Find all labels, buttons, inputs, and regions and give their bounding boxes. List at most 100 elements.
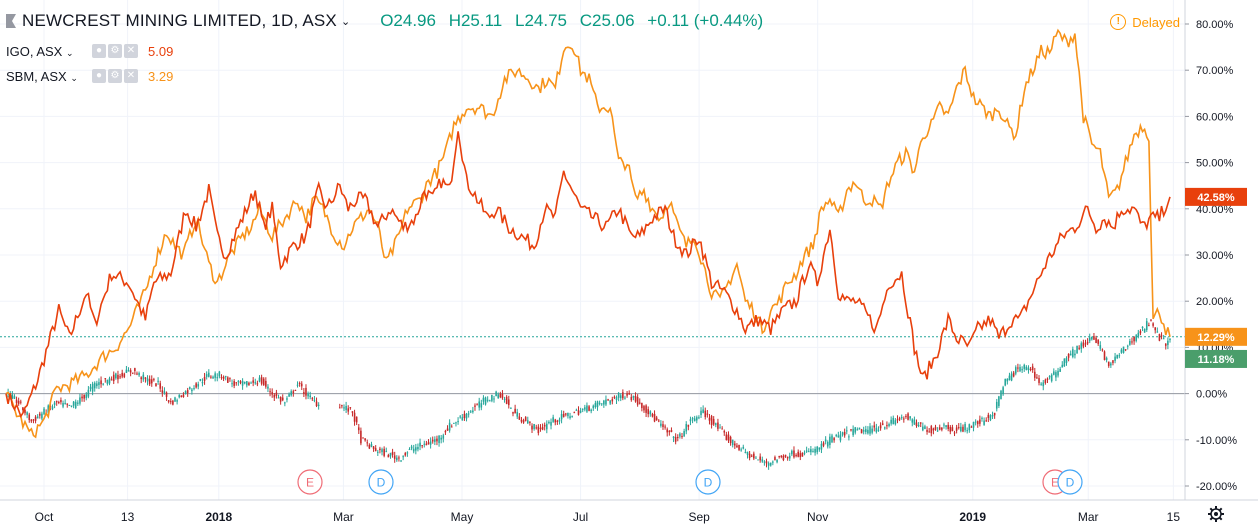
candle-body — [290, 391, 292, 396]
candle-body — [136, 373, 138, 375]
candle-body — [704, 410, 707, 417]
candle-body — [575, 409, 578, 411]
candle-body — [1036, 377, 1038, 379]
candle-body — [558, 419, 561, 422]
dividend-marker[interactable]: D — [1057, 469, 1083, 495]
candle-body — [15, 399, 18, 404]
candle-body — [835, 435, 838, 437]
symbol-title[interactable]: NEWCREST MINING LIMITED, 1D, ASX — [22, 11, 337, 30]
candle-body — [1002, 387, 1004, 395]
candle-body — [600, 403, 603, 405]
candle-body — [482, 397, 485, 402]
badge-label: 11.18% — [1198, 354, 1235, 366]
candle-body — [837, 435, 840, 438]
candle-body — [871, 428, 873, 433]
dividend-marker[interactable]: D — [368, 469, 394, 495]
eye-icon[interactable]: ● — [92, 69, 106, 83]
candle-body — [495, 391, 497, 397]
candle-body — [818, 447, 821, 450]
open-value: O24.96 — [380, 11, 436, 30]
marker-label: D — [704, 476, 713, 490]
candle-body — [738, 444, 740, 450]
candle-body — [689, 419, 692, 422]
dividend-marker[interactable]: D — [695, 469, 721, 495]
candle-body — [252, 380, 254, 383]
candle-body — [389, 452, 392, 457]
gear-icon[interactable] — [1208, 506, 1224, 522]
candle-body — [1148, 325, 1150, 327]
candle-body — [448, 422, 451, 431]
candle-body — [429, 441, 432, 445]
candle-body — [478, 401, 481, 408]
candle-body — [862, 430, 865, 432]
candle-body — [793, 450, 795, 458]
candle-body — [51, 406, 54, 410]
candle-body — [440, 437, 442, 440]
candle-body — [953, 432, 956, 434]
candle-body — [288, 394, 290, 397]
candle-body — [1061, 364, 1064, 368]
close-icon[interactable]: ✕ — [124, 44, 138, 58]
candle-body — [102, 383, 104, 385]
candle-body — [176, 400, 178, 402]
compare-symbol[interactable]: SBM, ASX ⌄ — [6, 68, 78, 84]
candle-body — [596, 401, 599, 408]
candle-body — [647, 409, 650, 415]
candle-body — [884, 427, 886, 429]
chart-header: NEWCREST MINING LIMITED, 1D, ASX ⌄ O24.9… — [6, 4, 771, 38]
candle-body — [381, 449, 383, 453]
candle-body — [229, 378, 231, 380]
candle-body — [472, 410, 474, 413]
candle-body — [351, 411, 354, 413]
flag-icon — [6, 14, 16, 28]
badge-label: 12.29% — [1197, 332, 1235, 344]
candle-body — [510, 407, 512, 409]
candle-body — [820, 443, 823, 450]
candle-body — [1160, 335, 1163, 337]
x-tick-label: Jul — [573, 510, 588, 524]
candle-body — [664, 426, 666, 428]
candle-body — [972, 422, 975, 428]
candle-body — [191, 389, 193, 392]
chevron-down-icon[interactable]: ⌄ — [340, 15, 351, 28]
candle-body — [203, 376, 206, 381]
candle-body — [799, 453, 802, 458]
candle-body — [962, 426, 964, 432]
candle-body — [1000, 390, 1002, 400]
gear-icon[interactable]: ⚙ — [108, 44, 122, 58]
candle-body — [1067, 353, 1070, 358]
candle-body — [968, 424, 971, 431]
candle-body — [655, 417, 658, 420]
candle-body — [499, 393, 502, 398]
candle-body — [630, 396, 633, 401]
candle-body — [577, 410, 580, 415]
candle-body — [622, 392, 624, 399]
candle-body — [624, 397, 626, 399]
candle-body — [98, 382, 100, 386]
candle-body — [543, 424, 546, 427]
earnings-marker[interactable]: E — [297, 469, 323, 495]
delayed-indicator[interactable]: ! Delayed — [1110, 14, 1180, 30]
candle-body — [645, 405, 647, 413]
compare-symbol[interactable]: IGO, ASX ⌄ — [6, 43, 74, 59]
candle-body — [1057, 370, 1059, 376]
candle-body — [894, 420, 897, 425]
candle-body — [294, 389, 297, 391]
candle-body — [469, 411, 472, 413]
candle-body — [1114, 356, 1116, 361]
close-icon[interactable]: ✕ — [124, 69, 138, 83]
candle-body — [125, 369, 128, 373]
candle-body — [505, 396, 508, 404]
candle-body — [338, 407, 341, 409]
candle-body — [347, 408, 350, 412]
candle-body — [74, 401, 77, 408]
gear-icon[interactable]: ⚙ — [108, 69, 122, 83]
candle-body — [210, 376, 212, 378]
candle-body — [1103, 351, 1106, 360]
eye-icon[interactable]: ● — [92, 44, 106, 58]
candle-body — [277, 397, 280, 399]
candle-body — [1023, 364, 1026, 369]
candle-body — [231, 383, 233, 385]
candle-body — [262, 378, 265, 386]
